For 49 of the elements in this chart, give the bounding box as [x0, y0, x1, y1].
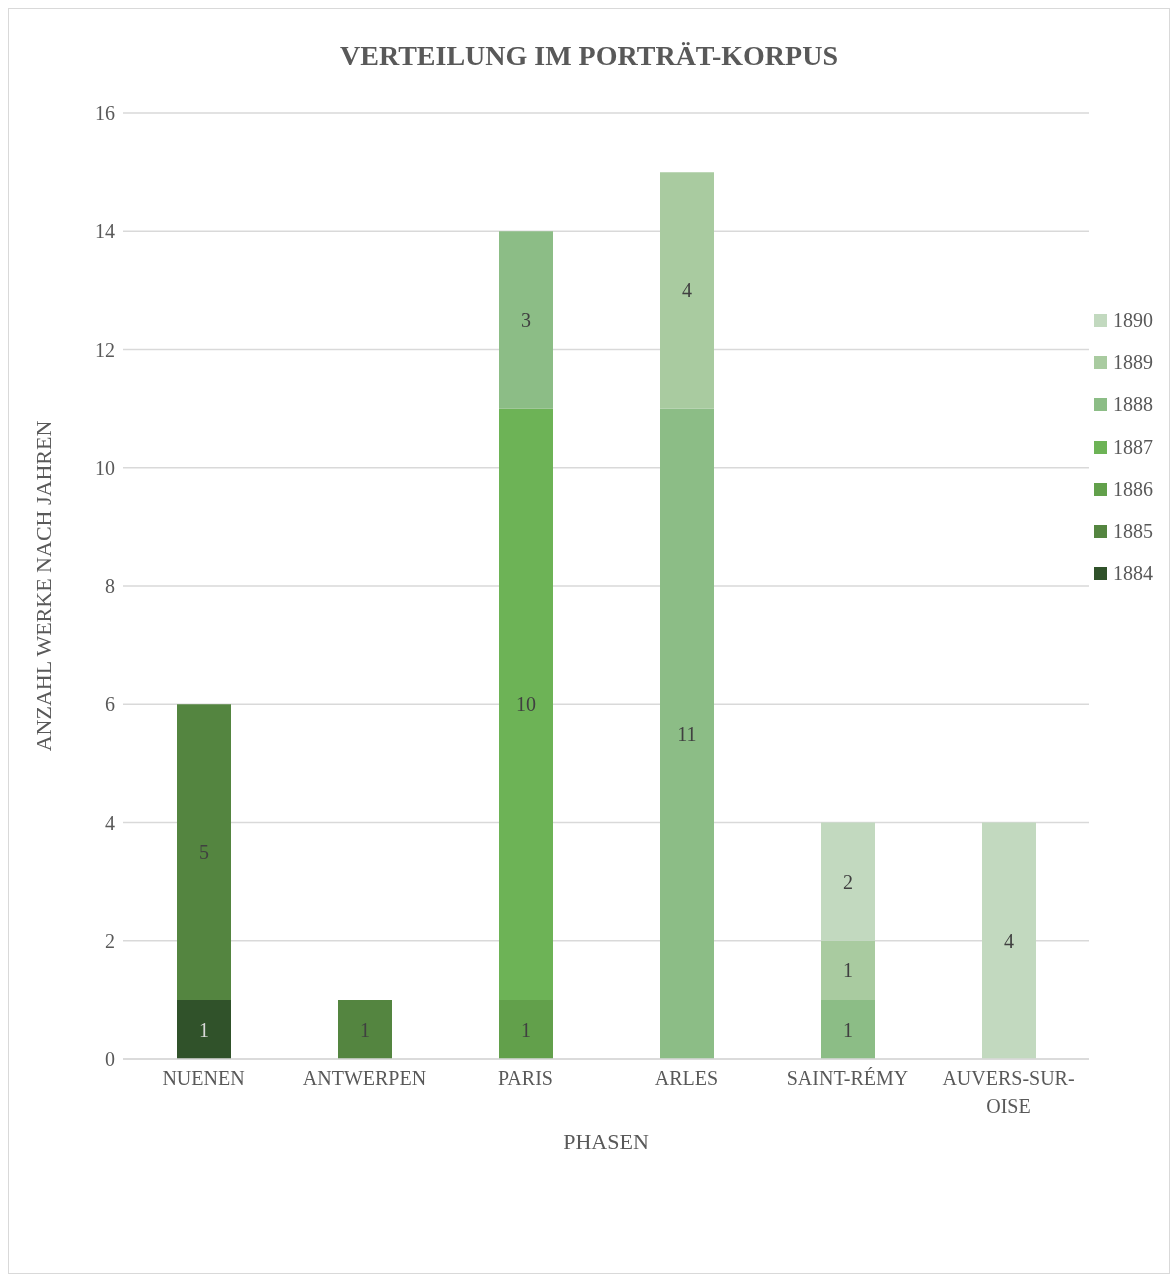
bar: [982, 822, 1036, 1059]
y-tick-label: 2: [105, 929, 115, 952]
x-tick-label: SAINT-RÉMY: [786, 1067, 909, 1089]
data-label: 4: [1004, 929, 1014, 952]
y-tick-label: 16: [95, 102, 115, 125]
data-label: 3: [521, 309, 531, 332]
y-tick-label: 4: [105, 811, 115, 834]
y-tick-label: 14: [95, 220, 115, 243]
data-label: 1: [521, 1018, 531, 1041]
data-label: 11: [677, 722, 697, 745]
bar: [177, 999, 231, 1059]
data-label: 5: [199, 841, 209, 864]
y-tick-label: 12: [95, 338, 115, 361]
data-label: 1: [843, 1018, 853, 1041]
bar: [499, 231, 553, 409]
legend-label: 1886: [1113, 477, 1153, 501]
bar: [660, 408, 714, 1059]
bar: [499, 999, 553, 1059]
bar: [821, 999, 875, 1059]
bar: [177, 704, 231, 1000]
legend-label: 1890: [1113, 308, 1153, 332]
bar: [499, 408, 553, 1000]
data-label: 4: [682, 279, 692, 302]
x-axis-title: PHASEN: [563, 1129, 649, 1154]
y-tick-label: 0: [105, 1048, 115, 1071]
data-label: 1: [360, 1018, 370, 1041]
bar: [821, 940, 875, 1000]
chart-title: VERTEILUNG IM PORTRÄT-KORPUS: [339, 39, 839, 73]
y-axis-title: ANZAHL WERKE NACH JAHREN: [30, 420, 56, 752]
data-label: 2: [843, 870, 853, 893]
bar: [821, 822, 875, 941]
data-label: 1: [843, 959, 853, 982]
data-label: 1: [199, 1018, 209, 1041]
bar: [660, 172, 714, 409]
x-tick-label: ANTWERPEN: [302, 1067, 427, 1089]
legend-label: 1885: [1113, 520, 1153, 544]
x-tick-label: ARLES: [654, 1067, 719, 1089]
legend-label: 1888: [1113, 393, 1153, 417]
y-tick-label: 6: [105, 693, 115, 716]
y-tick-label: 8: [105, 575, 115, 598]
x-tick-label: NUENEN: [162, 1067, 245, 1089]
data-label: 10: [516, 693, 536, 716]
x-tick-label: PARIS: [498, 1067, 553, 1089]
x-tick-label: AUVERS-SUR-OISE: [942, 1067, 1075, 1117]
legend-label: 1889: [1113, 350, 1153, 374]
bar: [338, 999, 392, 1059]
legend-label: 1884: [1113, 562, 1153, 586]
y-tick-label: 10: [95, 456, 115, 479]
legend-label: 1887: [1113, 435, 1153, 459]
